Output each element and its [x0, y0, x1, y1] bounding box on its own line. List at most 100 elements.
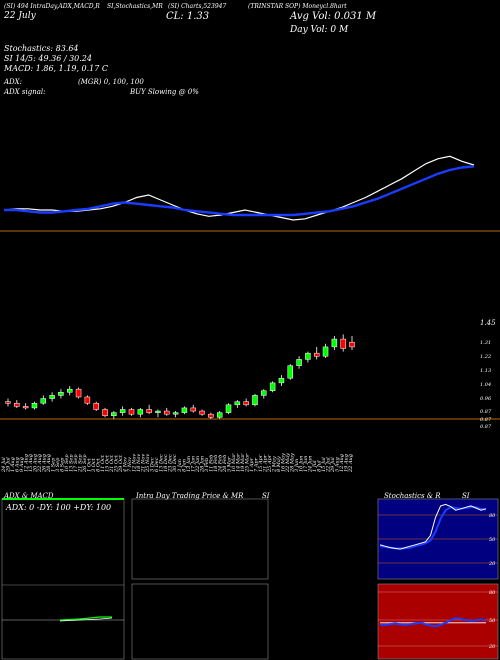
- date-tick-label: 25 Mar: [244, 453, 250, 473]
- date-tick-label: 5 Mar: [226, 456, 232, 472]
- date-tick-label: 3 Jun: [294, 459, 300, 472]
- candle-body: [5, 401, 11, 404]
- day-vol-label: Day Vol: 0 M: [290, 25, 349, 35]
- candle-body: [322, 346, 329, 357]
- date-tick-label: 8 Jul: [316, 460, 322, 472]
- candle-body: [340, 338, 346, 349]
- si-value: SI 14/5: 49.36 / 30.24: [4, 54, 92, 63]
- date-tick-label: 24 Feb: [217, 455, 223, 473]
- date-tick-label: 8 Oct: [96, 457, 102, 472]
- candle-body: [155, 410, 161, 413]
- intra-lower-frame: [131, 583, 269, 660]
- stoch-tick-label: 20: [488, 561, 496, 567]
- date-tick-label: 1 Aug: [10, 457, 16, 472]
- date-tick-label: 15 Aug: [28, 454, 34, 472]
- date-tick-label: 25 Oct: [114, 454, 120, 473]
- close-label: CL: 1.33: [166, 11, 210, 22]
- price-tick-label: 1.45: [480, 319, 496, 327]
- date-tick-label: 10 Sep: [64, 454, 70, 472]
- candle-body: [278, 377, 285, 384]
- candle-body: [49, 395, 55, 399]
- macd-signal-line: [59, 617, 113, 622]
- date-tick-label: 18 Feb: [213, 455, 219, 472]
- date-tick-label: 12 Aug: [339, 454, 345, 472]
- candle-body: [234, 401, 241, 406]
- date-label: 22 July: [4, 11, 36, 21]
- candle-body: [296, 359, 302, 366]
- candle-body: [216, 412, 223, 418]
- macd-line: [59, 616, 112, 621]
- candle-body: [349, 341, 355, 348]
- candle-body: [172, 412, 179, 415]
- candle-body: [199, 410, 205, 415]
- macd-value: MACD: 1.86, 1.19, 0.17 C: [4, 64, 109, 73]
- adx-panel-frame: [1, 498, 125, 660]
- date-tick-label: 15 Jul: [321, 457, 327, 472]
- date-tick-label: 28 Jan: [199, 456, 205, 473]
- candle-body: [252, 395, 258, 406]
- date-tick-label: 21 Oct: [109, 454, 115, 473]
- date-tick-label: 24 Jul: [1, 457, 7, 473]
- date-tick-label: 7 Nov: [127, 457, 133, 472]
- adx-panel-title: ADX & MACD: [4, 492, 54, 500]
- price-tick-label: 1.22: [480, 354, 491, 360]
- date-tick-label: 19 Aug: [343, 454, 349, 472]
- date-tick-label: 12 Aug: [24, 454, 30, 472]
- date-tick-label: 26 Aug: [42, 454, 48, 473]
- candle-body: [164, 410, 170, 415]
- ma-white-line: [3, 155, 475, 221]
- price-tick-label: 1.13: [480, 368, 491, 374]
- candle-body: [287, 365, 294, 379]
- date-tick-label: 17 Jun: [303, 456, 309, 472]
- date-tick-label: 30 Dec: [172, 454, 178, 472]
- date-tick-label: 29 Oct: [118, 454, 124, 473]
- date-tick-label: 3 Feb: [204, 458, 210, 472]
- date-tick-label: 13 Jan: [186, 456, 192, 472]
- date-tick-label: 20 Aug: [33, 454, 39, 473]
- stoch-k-line: [379, 503, 487, 550]
- intra-panel-si: SI: [262, 492, 270, 500]
- date-tick-label: 1 Apr: [249, 457, 255, 472]
- date-tick-label: 25 Apr: [267, 454, 273, 473]
- price-tick-label: 0.87: [480, 417, 492, 423]
- date-tick-label: 14 Mar: [235, 453, 241, 472]
- candle-body: [40, 398, 47, 404]
- date-tick-label: 24 Jun: [307, 456, 313, 473]
- candle-body: [58, 392, 64, 396]
- price-tick-label: 0.96: [480, 396, 492, 402]
- date-tick-label: 1 Sep: [51, 457, 57, 472]
- rsi-tick-label: 50: [489, 618, 496, 624]
- date-tick-label: 7 Apr: [253, 457, 259, 472]
- candle-body: [111, 412, 117, 416]
- date-tick-label: 3 Oct: [91, 457, 97, 472]
- stoch-tick-label: 50: [489, 537, 496, 543]
- header-line-1: (SI) 494 IntraDay,ADX,MACD,R: [4, 3, 100, 10]
- header-line-3: (SI) Charts,523947: [168, 3, 227, 10]
- buy-signal: BUY Slowing @ 0%: [130, 88, 199, 96]
- date-tick-label: 1 Jul: [312, 460, 318, 472]
- date-tick-label: 29 Jul: [330, 457, 336, 473]
- date-tick-label: 11 Feb: [208, 455, 214, 472]
- date-tick-label: 1 Oct: [87, 457, 93, 472]
- date-tick-label: 8 Sep: [60, 457, 66, 472]
- price-tick-label: 0.87: [480, 409, 492, 415]
- candle-body: [137, 409, 144, 415]
- date-tick-label: 8 May: [276, 456, 282, 472]
- candle-body: [22, 406, 29, 409]
- avg-vol-label: Avg Vol: 0.031 M: [290, 11, 377, 22]
- candle-body: [181, 407, 188, 413]
- date-tick-label: 28 May: [289, 453, 295, 473]
- candle-body: [208, 413, 214, 418]
- date-tick-label: 29 Jul: [6, 457, 12, 473]
- stoch-tick-label: 80: [489, 513, 496, 519]
- candle-body: [128, 409, 135, 415]
- candle-body: [66, 388, 73, 393]
- date-tick-label: 21 Apr: [262, 454, 268, 473]
- date-tick-label: 13 Sep: [69, 454, 75, 472]
- candle-body: [14, 402, 20, 407]
- date-tick-label: 22 Aug: [348, 454, 354, 473]
- date-tick-label: 9 Aug: [19, 457, 25, 472]
- intra-panel-title: Intra Day Trading Price & MR: [136, 492, 244, 500]
- price-tick-label: 1.04: [480, 382, 491, 388]
- date-tick-label: 28 Aug: [46, 454, 52, 473]
